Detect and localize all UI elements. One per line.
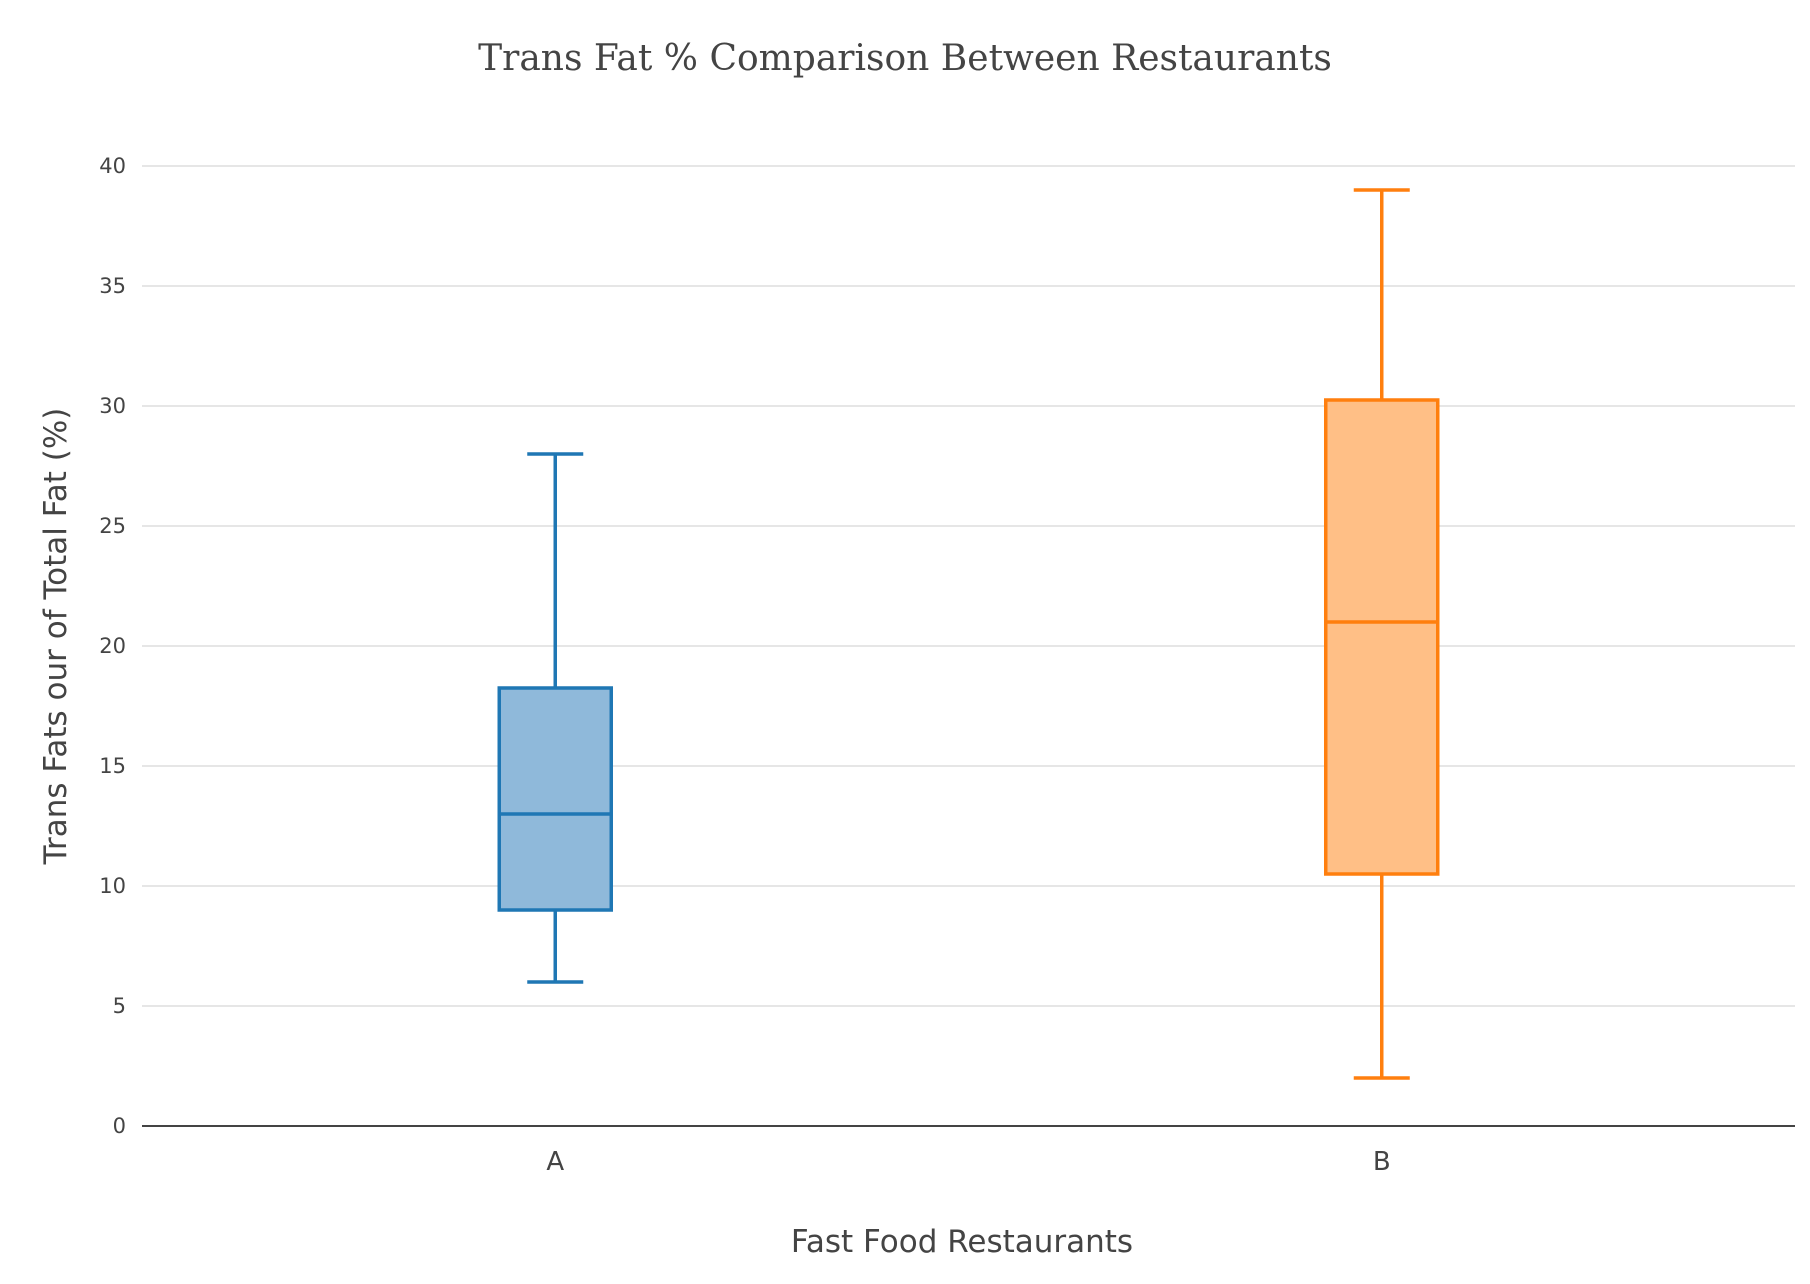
y-tick-label: 20 — [99, 634, 126, 658]
x-tick-label-A: A — [546, 1147, 564, 1177]
y-tick-label: 25 — [99, 514, 126, 538]
box-series — [497, 188, 1440, 1080]
iqr-box — [1324, 398, 1440, 876]
y-tick-label: 10 — [99, 874, 126, 898]
y-tick-label: 15 — [99, 754, 126, 778]
box-A — [497, 452, 613, 984]
x-axis-title: Fast Food Restaurants — [791, 1224, 1133, 1260]
box-B — [1324, 188, 1440, 1080]
iqr-box — [497, 686, 613, 912]
y-tick-label: 30 — [99, 394, 126, 418]
y-tick-label: 5 — [113, 994, 126, 1018]
x-tick-label-B: B — [1373, 1147, 1391, 1177]
y-tick-label: 35 — [99, 274, 126, 298]
y-axis-ticks: 0 5 10 15 20 25 30 35 40 — [99, 154, 126, 1138]
y-tick-label: 40 — [99, 154, 126, 178]
gridlines — [142, 165, 1795, 1127]
y-axis-title: Trans Fats our of Total Fat (%) — [38, 408, 74, 866]
y-tick-label: 0 — [113, 1114, 126, 1138]
chart-title: Trans Fat % Comparison Between Restauran… — [478, 38, 1332, 79]
